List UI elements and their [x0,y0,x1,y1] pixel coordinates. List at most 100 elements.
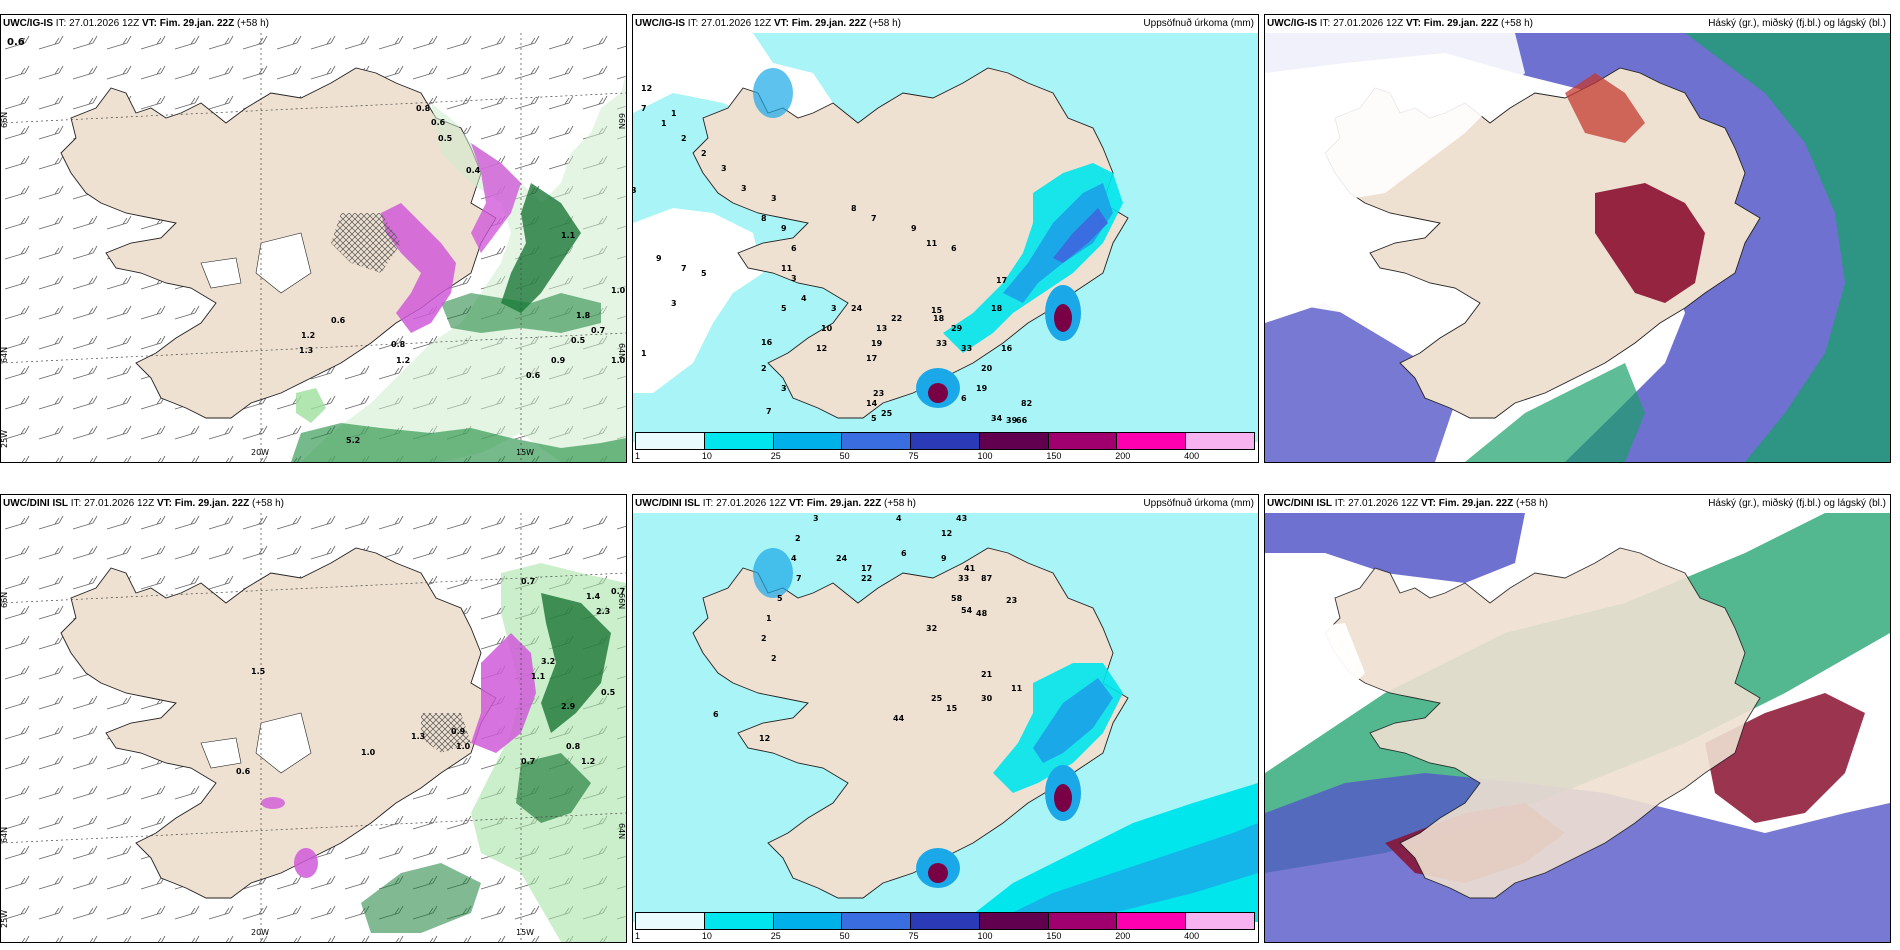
low-cloud [1685,33,1890,462]
glacier-langjokull [200,257,242,289]
right-lat-64: 64N [617,343,626,359]
lead-time: (+58 h) [884,498,916,509]
value-label: 1.0 [456,742,471,751]
precip-max-south [928,863,948,883]
hatched-area [331,213,401,273]
snow-patch-central [261,797,285,809]
value-label: 20 [981,364,993,373]
value-label: 33 [936,339,947,348]
panel-header: UWC/DINI ISL IT: 27.01.2026 12Z VT: Fim.… [1,495,626,513]
map-panel-dini-clouds: UWC/DINI ISL IT: 27.01.2026 12Z VT: Fim.… [1264,494,1891,943]
value-label: 22 [891,314,902,323]
colorbar-segment [1186,913,1255,929]
value-label: 30 [981,694,993,703]
value-label: 39 [1006,416,1018,425]
colorbar-tick-label: 100 [977,931,993,941]
lat-label-66: 66N [1,592,9,608]
value-label: 16 [1001,344,1013,353]
rain-patch-south [296,388,326,423]
value-label: 54 [961,606,973,615]
lead-time: (+58 h) [1516,498,1548,509]
value-label: 23 [873,389,884,398]
value-label: 5.2 [346,436,360,445]
value-label: 3 [781,384,787,393]
colorbar-segment [1186,433,1255,449]
rain-area-east [516,753,591,823]
value-label: 1 [671,109,677,118]
colorbar-tick-label: 75 [908,931,919,941]
value-label: 0.7 [521,757,535,766]
colorbar-tick-label: 10 [701,931,712,941]
init-time: IT: 27.01.2026 12Z [55,18,140,29]
panel-header: UWC/DINI ISL IT: 27.01.2026 12Z VT: Fim.… [633,495,1258,513]
heavy-rain-area [501,183,581,313]
value-label: 0.9 [451,727,466,736]
colorbar-tick-label: 10 [701,451,712,461]
value-label: 12 [641,84,652,93]
precip-colorbar [635,912,1255,930]
snow-patch-south [294,848,318,878]
model-name: UWC/DINI ISL [1267,498,1332,509]
value-label: 0.8 [416,104,431,113]
value-label: 13 [876,324,887,333]
snow-area-east [471,143,521,253]
colorbar-tick-label: 400 [1184,931,1200,941]
valid-label: VT: [141,18,157,29]
colorbar-ticks: 1 10 25 50 75 100 150 200 400 [635,450,1255,462]
value-label: 0.5 [571,336,586,345]
init-time: IT: 27.01.2026 12Z [70,498,155,509]
value-label: 87 [981,574,992,583]
valid-label: VT: [1420,498,1436,509]
value-label: 16 [761,338,773,347]
high-cloud-north [1565,73,1645,143]
value-label: 7 [641,104,647,113]
snow-area [381,203,456,333]
value-label: 1.0 [611,356,626,365]
value-label: 18 [991,304,1003,313]
valid-time: Fim. 29.jan. 22Z [1438,498,1514,509]
lon-label-25: 25W [1,430,9,448]
mid-cloud-south [1265,773,1890,942]
valid-time: Fim. 29.jan. 22Z [1423,18,1499,29]
precip-map: 4512751232119753116523713145252324221917… [633,33,1258,442]
value-label: 58 [951,594,963,603]
value-label: 18 [933,314,945,323]
valid-label: VT: [1405,18,1421,29]
value-label: 0.4 [466,166,481,175]
colorbar-tick-label: 50 [839,931,850,941]
precip-max-south [928,383,948,403]
low-cloud-south [1465,363,1645,462]
value-label: 9 [656,254,662,263]
value-label: 2.9 [561,702,576,711]
value-label: 4 [801,294,807,303]
wind-precip-map: 0.6 66N 64N 25W 20W 15W 66N 64N 0.80.60.… [1,33,626,462]
value-label: 43 [956,514,967,523]
value-label: 2.3 [596,607,610,616]
precip-colorbar [635,432,1255,450]
light-precip-area [301,73,626,462]
panel-header: UWC/DINI ISL IT: 27.01.2026 12Z VT: Fim.… [1265,495,1890,513]
value-label: 82 [1021,399,1032,408]
precip-station-values: 5211128763212319612442515213011234133172… [713,514,1023,743]
model-name: UWC/DINI ISL [3,498,68,509]
value-label: 22 [861,574,872,583]
valid-label: VT: [156,498,172,509]
model-name: UWC/IG-IS [1267,18,1317,29]
lead-time: (+58 h) [869,18,901,29]
value-label: 24 [851,304,863,313]
value-label: 1 [766,614,772,623]
precip-station-values: 4512751232119753116523713145252324221917… [633,84,1032,425]
value-label: 23 [1006,596,1017,605]
precip-25-50 [1003,183,1113,303]
value-label: 2 [795,534,801,543]
value-label: 3.2 [541,657,555,666]
init-time: IT: 27.01.2026 12Z [687,18,772,29]
colorbar-segment [1048,433,1118,449]
colorbar-segment [773,433,843,449]
value-label: 1.0 [361,748,376,757]
value-label: 0.6 [236,767,251,776]
value-label: 10 [821,324,833,333]
value-label: 1.2 [581,757,595,766]
colorbar-segment [1117,913,1187,929]
wind-precip-map: 66N 64N 25W 20W 15W 66N 64N 0.71.42.30.7… [1,513,626,942]
